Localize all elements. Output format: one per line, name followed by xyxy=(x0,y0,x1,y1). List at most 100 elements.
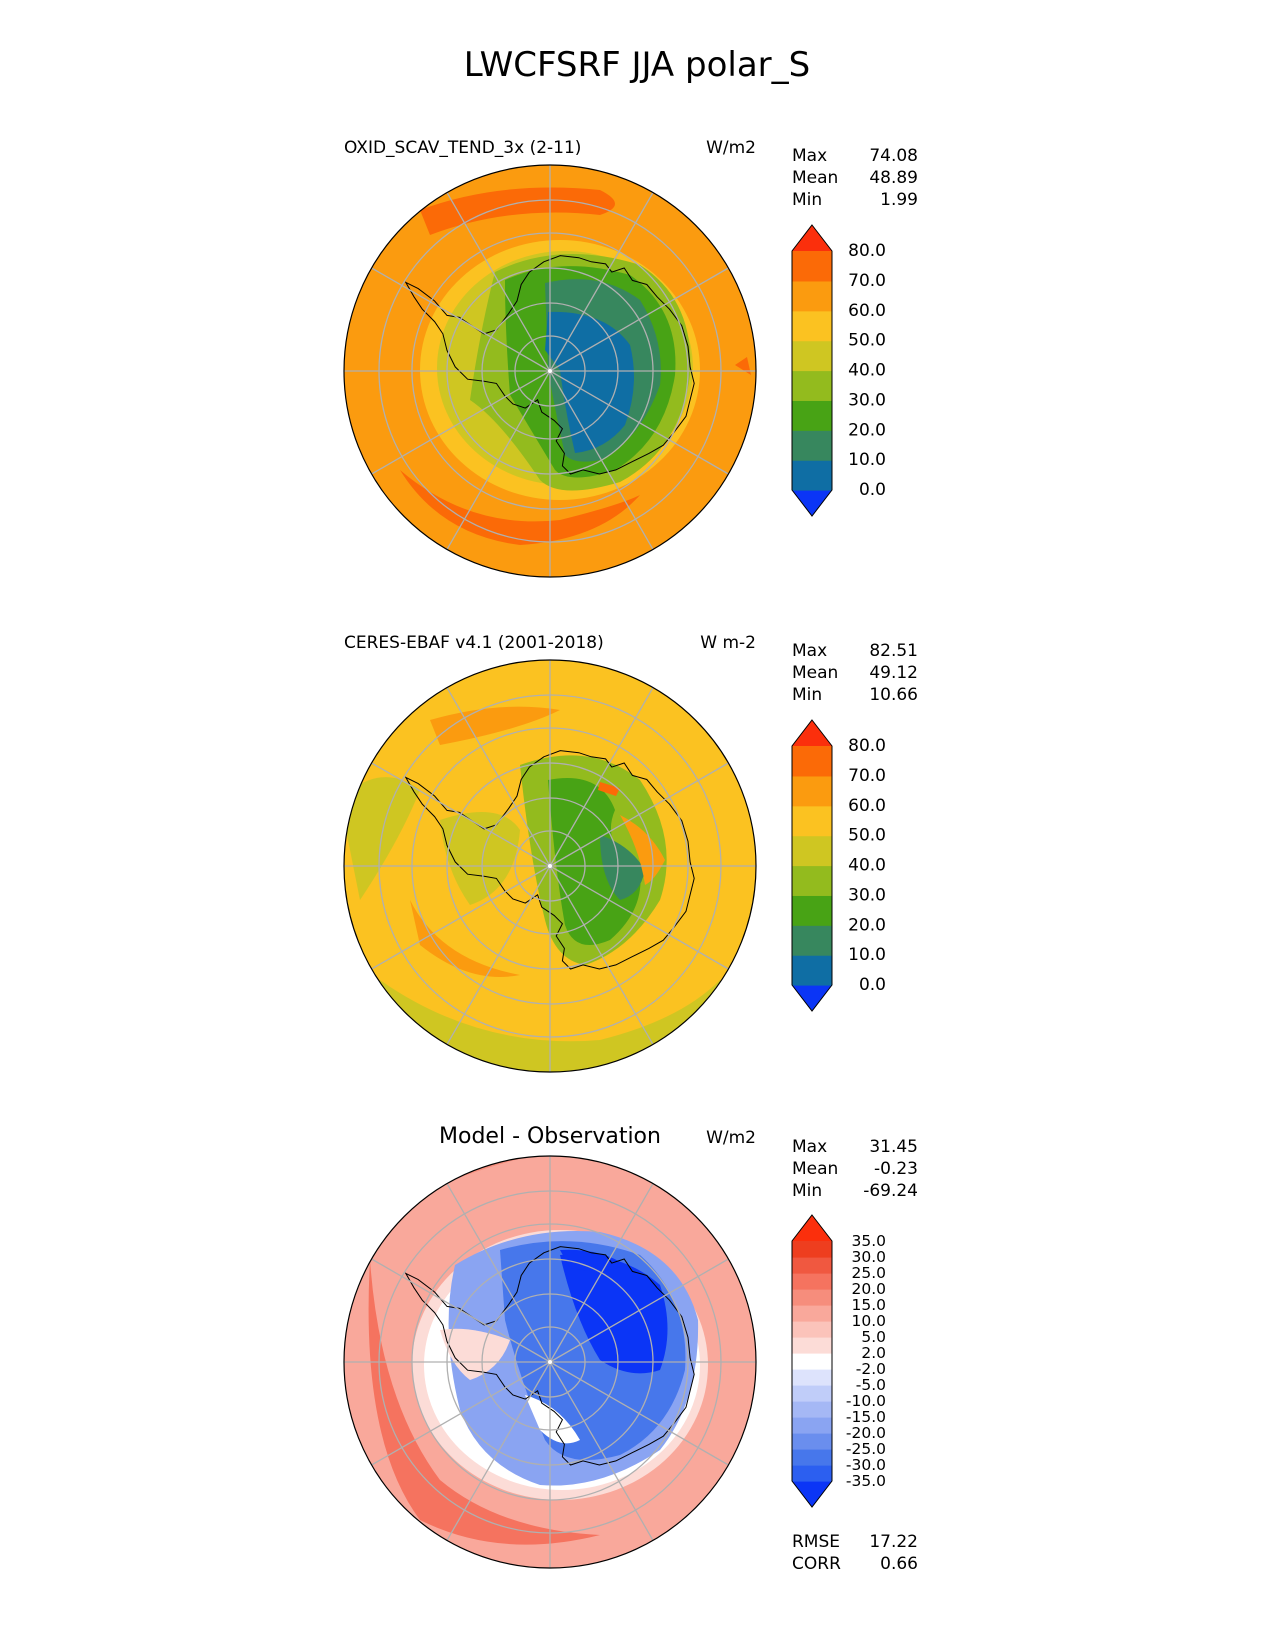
colorbar-tick-label: 15.0 xyxy=(851,1296,886,1314)
metric-label-corr: CORR xyxy=(792,1554,841,1574)
colorbar-tick-label: 40.0 xyxy=(848,361,886,381)
colorbar-tick-label: 10.0 xyxy=(848,450,886,470)
colorbar-bin xyxy=(792,460,832,491)
colorbar-bin xyxy=(792,1289,832,1306)
stat-value-max: 31.45 xyxy=(869,1137,918,1157)
colorbar-bin xyxy=(792,1385,832,1402)
meridian-line xyxy=(549,370,729,475)
colorbar-bin xyxy=(792,865,832,896)
colorbar-bin xyxy=(792,1321,832,1338)
field-orange-patch xyxy=(620,815,665,885)
stat-label-min: Min xyxy=(792,685,822,705)
colorbar-extend-min xyxy=(792,985,832,1011)
colorbar-tick-label: 30.0 xyxy=(848,390,886,410)
field-band-north xyxy=(420,187,615,235)
colorbar-bin xyxy=(792,805,832,837)
colorbar-bin xyxy=(792,1433,832,1450)
colorbar-tick-label: -20.0 xyxy=(846,1424,886,1442)
meridian-line xyxy=(371,1258,551,1363)
meridian-line xyxy=(549,687,654,867)
colorbar-tick-label: 20.0 xyxy=(848,420,886,440)
stat-value-mean: 49.12 xyxy=(869,663,918,683)
field-olive-west xyxy=(344,777,420,900)
colorbar-diff: -35.0-30.0-25.0-20.0-15.0-10.0-5.0-2.02.… xyxy=(791,1214,886,1508)
colorbar-bin xyxy=(792,746,832,777)
map-frame xyxy=(343,1155,757,1569)
panel-model-units: W/m2 xyxy=(706,138,756,158)
colorbar-bin xyxy=(792,1369,832,1386)
colorbar-outline xyxy=(791,1214,833,1508)
colorbar-bin xyxy=(792,1401,832,1418)
colorbar-extend-max xyxy=(792,720,832,746)
meridian-line xyxy=(549,1361,654,1541)
colorbar-tick-label: 50.0 xyxy=(848,826,886,846)
colorbar-tick-label: 35.0 xyxy=(851,1232,886,1250)
colorbar-tick-label: 5.0 xyxy=(861,1328,886,1346)
colorbar-tick-label: 80.0 xyxy=(848,736,886,756)
colorbar-model: 0.0 10.0 20.0 30.0 40.0 50.0 60.0 70.0 80.0 xyxy=(791,224,886,517)
overlay-obs xyxy=(343,659,757,1073)
overlay-model xyxy=(343,164,757,578)
meridian-line xyxy=(371,762,551,867)
colorbar-bin xyxy=(792,251,832,282)
colorbar-bin xyxy=(792,835,832,867)
pole-marker xyxy=(548,864,552,868)
colorbar-tick-label: 0.0 xyxy=(859,480,886,500)
colorbar-bin xyxy=(792,1417,832,1434)
map-frame xyxy=(343,659,757,1073)
meridian-line xyxy=(549,267,729,372)
panel-obs-title: CERES-EBAF v4.1 (2001-2018) xyxy=(344,633,604,653)
colorbar-bin xyxy=(792,895,832,926)
colorbar-bin xyxy=(792,1273,832,1290)
stat-value-min: -69.24 xyxy=(863,1181,918,1201)
colorbar-tick-label: 50.0 xyxy=(848,331,886,351)
stat-label-min: Min xyxy=(792,1181,822,1201)
meridian-line xyxy=(446,192,551,372)
stat-label-mean: Mean xyxy=(792,1159,838,1179)
colorbar-tick-label: 25.0 xyxy=(851,1264,886,1282)
colorbar-extend-min xyxy=(792,1481,832,1507)
colorbar-tick-label: -2.0 xyxy=(856,1360,886,1378)
colorbar-bin xyxy=(792,1353,832,1370)
stat-value-mean: -0.23 xyxy=(874,1159,918,1179)
meridian-line xyxy=(371,1361,551,1466)
stat-value-min: 1.99 xyxy=(880,190,918,210)
stat-label-max: Max xyxy=(792,641,827,661)
colorbar-bin xyxy=(792,340,832,372)
colorbar-bin xyxy=(792,925,832,956)
panel-diff-units: W/m2 xyxy=(706,1128,756,1148)
colorbar-bin xyxy=(792,955,832,986)
colorbar-bin xyxy=(792,1305,832,1322)
meridian-line xyxy=(549,192,654,372)
meridian-line xyxy=(446,1183,551,1363)
colorbar-obs: 0.0 10.0 20.0 30.0 40.0 50.0 60.0 70.0 80.0 xyxy=(791,719,886,1012)
stat-label-max: Max xyxy=(792,146,827,166)
meridian-line xyxy=(371,267,551,372)
meridian-line xyxy=(549,1361,729,1466)
colorbar-tick-label: 70.0 xyxy=(848,271,886,291)
colorbar-tick-label: 60.0 xyxy=(848,301,886,321)
meridian-line xyxy=(549,865,654,1045)
colorbar-tick-label: 30.0 xyxy=(851,1248,886,1266)
meridian-line xyxy=(549,762,729,867)
stat-label-min: Min xyxy=(792,190,822,210)
colorbar-bin xyxy=(792,310,832,342)
metric-label-rmse: RMSE xyxy=(792,1532,840,1552)
stat-value-min: 10.66 xyxy=(869,685,918,705)
colorbar-tick-label: 40.0 xyxy=(848,856,886,876)
meridian-line xyxy=(371,865,551,970)
colorbar-outline xyxy=(791,224,833,517)
colorbar-bin xyxy=(792,775,832,807)
field-red-patch xyxy=(598,782,620,796)
colorbar-extend-min xyxy=(792,490,832,516)
coastline xyxy=(404,255,695,475)
meridian-line xyxy=(549,865,729,970)
field-pink-center xyxy=(440,1328,510,1380)
pole-marker xyxy=(548,1360,552,1364)
stat-label-mean: Mean xyxy=(792,168,838,188)
colorbar-bin xyxy=(792,1257,832,1274)
metric-value-rmse: 17.22 xyxy=(869,1532,918,1552)
colorbar-tick-label: 70.0 xyxy=(848,766,886,786)
colorbar-extend-max xyxy=(792,1215,832,1241)
field-red-band-sw xyxy=(368,1260,600,1545)
